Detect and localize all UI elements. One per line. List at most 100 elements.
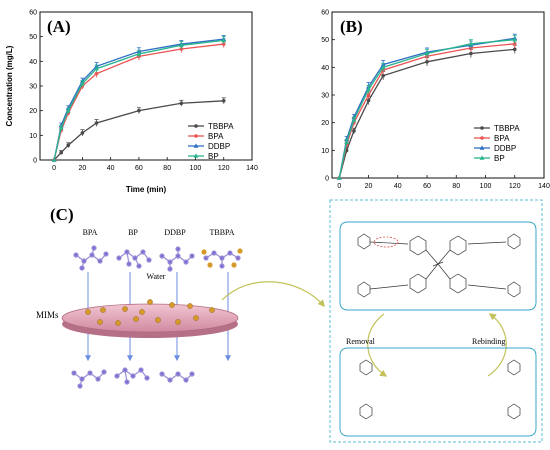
detail-box: [329, 199, 543, 443]
chartB-legend-marker-bp: [479, 155, 485, 160]
chartA-point-tbbpa: [137, 108, 141, 113]
chartB-legend-label-bpa: BPA: [494, 134, 510, 143]
chartA-ytick-label: 30: [29, 84, 37, 91]
chartA-legend-label-ddbp: DDBP: [208, 142, 230, 151]
mims-membrane-disk: [61, 299, 239, 338]
chartA-xtick-label: 120: [218, 165, 230, 172]
chartB-point-tbbpa: [512, 47, 517, 52]
chart-b-panel-label: (B): [340, 17, 363, 36]
chartB-xtick-label: 60: [423, 183, 431, 190]
chartA-point-bp: [80, 80, 85, 86]
chartB-xtick-label: 40: [394, 183, 402, 190]
chartB-point-tbbpa: [366, 98, 371, 103]
chart-a-panel-label: (A): [47, 17, 71, 36]
chartA-legend-marker-tbbpa: [194, 124, 198, 128]
chartB-point-bpa: [366, 93, 371, 97]
water-label: Water: [147, 272, 166, 281]
chartB-ytick-label: 60: [321, 10, 329, 17]
compound-label-bpa: BPA: [83, 228, 98, 237]
chartB-ytick-label: 40: [321, 65, 329, 72]
chartA-xtick-label: 60: [135, 165, 143, 172]
chart-b-ticks: 0 20 40 60 80 100 120 140 0 10 20 30 40 50 60: [321, 10, 550, 191]
chartA-ytick-label: 10: [29, 133, 37, 140]
chartA-series-line-ddbp: [53, 38, 224, 161]
chartB-point-tbbpa: [425, 60, 429, 64]
chartA-ytick-label: 20: [29, 108, 37, 115]
chartA-series-line-bp: [53, 39, 224, 161]
chartA-point-bp: [51, 157, 57, 162]
chartA-ytick-label: 50: [29, 34, 37, 41]
functional-monomers: [357, 233, 521, 298]
chart-b: (B) 0 20 40 60 80 100 120 140 0 10 20 30 40 50 60 TBBP…: [321, 10, 550, 191]
chartA-legend-label-bpa: BPA: [208, 132, 224, 141]
molecule-bpa-bottom: [71, 369, 107, 389]
template-molecule: [409, 235, 467, 294]
chartA-ytick-label: 40: [29, 59, 37, 66]
chartA-point-bpa: [94, 71, 99, 76]
compound-label-tbbpa: TBBPA: [209, 228, 234, 237]
chart-b-frame: [331, 11, 545, 179]
chartA-point-bp: [58, 125, 64, 130]
compound-label-ddbp: DDBP: [164, 228, 186, 237]
hydrogen-bond-highlight: [373, 236, 399, 248]
chartB-point-bp: [344, 139, 350, 144]
chartA-xtick-label: 0: [52, 165, 56, 172]
chartA-point-tbbpa: [66, 143, 71, 147]
chartA-ytick-label: 0: [33, 158, 37, 165]
chartB-ytick-label: 10: [321, 148, 329, 155]
chartA-point-bp: [178, 42, 184, 48]
chartA-legend-marker-ddbp: [193, 143, 199, 148]
cavity-empty: [339, 347, 537, 437]
chartA-xtick-label: 20: [79, 165, 87, 172]
chartB-ytick-label: 50: [321, 37, 329, 44]
chartB-legend-marker-ddbp: [479, 145, 485, 150]
chartB-series-line-tbbpa: [338, 48, 515, 179]
chartB-point-tbbpa: [469, 51, 473, 56]
chartB-xtick-label: 0: [337, 183, 341, 190]
chart-a-xlabel: Time (min): [126, 185, 167, 194]
chartB-series-line-bpa: [338, 43, 515, 179]
chartB-series-line-ddbp: [338, 37, 515, 179]
chartB-xtick-label: 120: [509, 183, 521, 190]
molecule-bp-bottom: [114, 367, 150, 385]
chartA-xtick-label: 100: [190, 165, 202, 172]
chartA-point-tbbpa: [179, 101, 184, 106]
chartB-ytick-label: 30: [321, 93, 329, 100]
molecule-tbbpa-top: [201, 248, 243, 269]
chartB-series-line-bp: [338, 39, 515, 179]
chartA-legend-label-tbbpa: TBBPA: [208, 122, 234, 131]
chartA-point-bp: [221, 37, 227, 43]
chartA-xtick-label: 80: [163, 165, 171, 172]
chartA-legend-marker-bp: [193, 153, 199, 158]
schematic-panel-label: (C): [50, 205, 74, 224]
cavity-with-template: [339, 221, 537, 311]
chart-a: (A) Concentration (mg/L) Time (min) 0 20 4…: [5, 10, 258, 195]
chartA-point-bp: [136, 51, 142, 56]
chartB-point-bp: [351, 117, 357, 122]
chart-a-ylabel: Concentration (mg/L): [5, 45, 14, 126]
chartB-legend-marker-tbbpa: [480, 126, 484, 130]
chartB-xtick-label: 100: [480, 183, 492, 190]
chartB-xtick-label: 80: [452, 183, 460, 190]
molecule-bpa-top: [73, 245, 109, 271]
chartB-point-bp: [336, 175, 342, 180]
chartA-ytick-label: 60: [29, 10, 37, 17]
compound-label-bp: BP: [128, 228, 138, 237]
removal-arrow: [367, 313, 388, 377]
chartA-point-bp: [94, 66, 99, 71]
chartA-legend-label-bp: BP: [208, 152, 219, 161]
chartA-legend-marker-bpa: [194, 134, 198, 138]
rebinding-arrow: [487, 313, 507, 377]
chartB-xtick-label: 140: [538, 183, 550, 190]
chartA-point-tbbpa: [94, 121, 99, 125]
chartB-point-bp: [468, 41, 474, 46]
removal-label: Removal: [346, 337, 376, 346]
chartA-point-tbbpa: [80, 131, 85, 135]
chartA-point-tbbpa: [59, 150, 63, 155]
molecule-ddbp-bottom: [159, 371, 195, 383]
chartB-ytick-label: 20: [321, 120, 329, 127]
chartB-point-tbbpa: [352, 129, 356, 133]
chartA-point-tbbpa: [221, 99, 226, 103]
